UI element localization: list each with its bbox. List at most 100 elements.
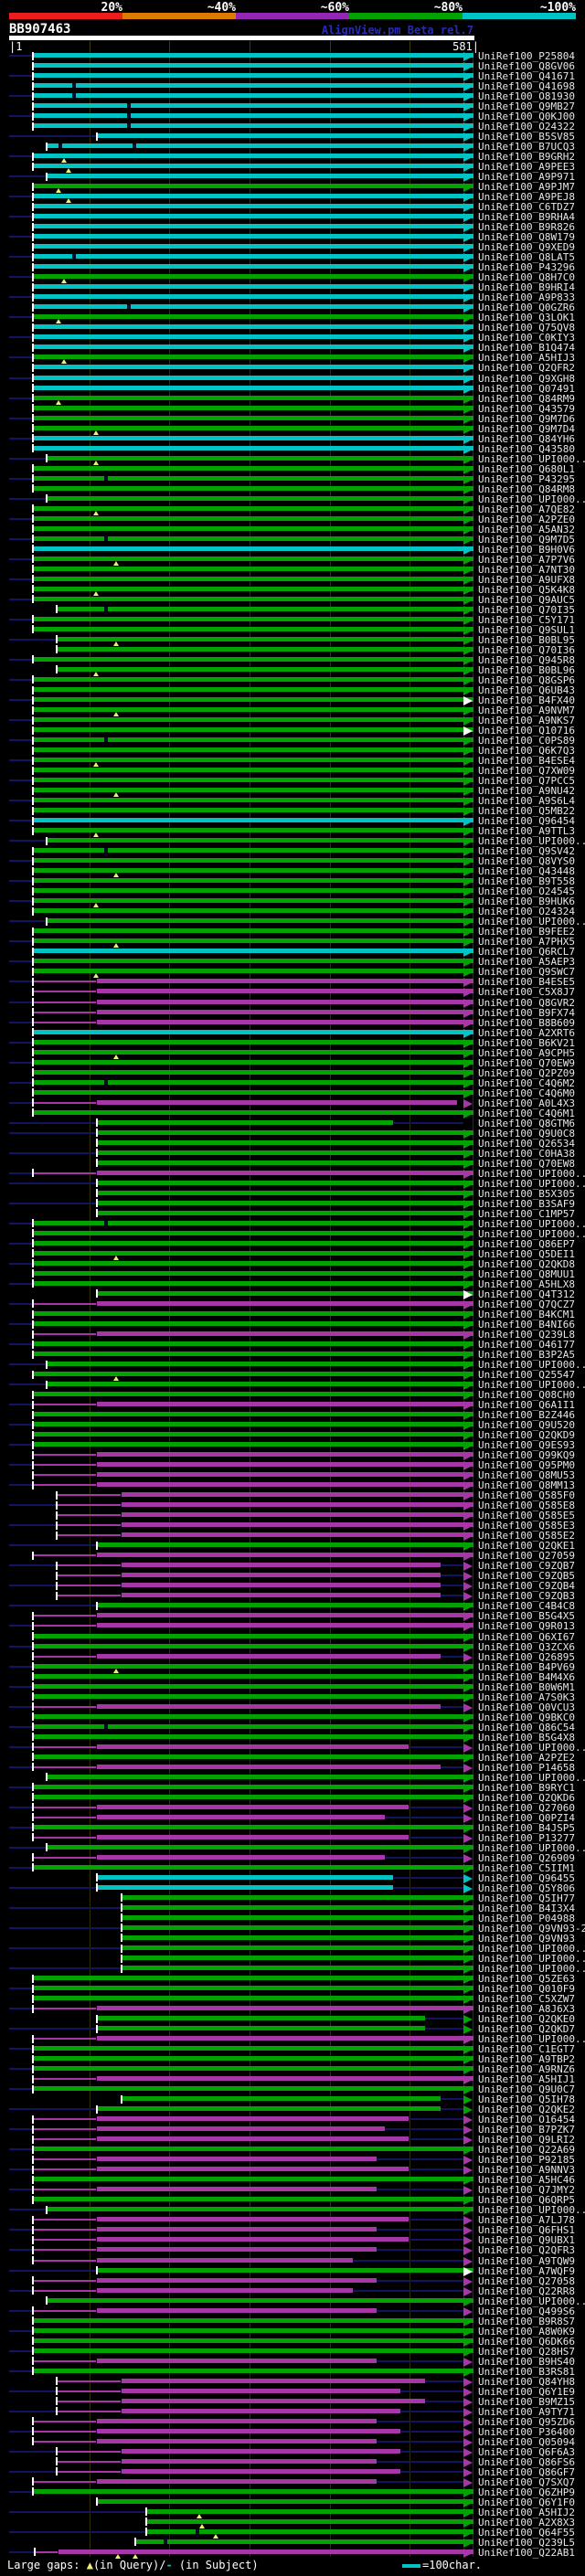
hit-label[interactable]: UniRef100_O16454 <box>478 2114 575 2126</box>
hit-label[interactable]: UniRef100_B5X305 <box>478 1187 575 1200</box>
alignment-bar[interactable] <box>97 2247 378 2253</box>
alignment-bar[interactable] <box>97 2167 410 2172</box>
alignment-bar[interactable] <box>33 676 474 682</box>
alignment-bar[interactable] <box>33 969 474 974</box>
alignment-bar[interactable] <box>47 2207 474 2212</box>
alignment-bar[interactable] <box>33 2327 474 2333</box>
alignment-bar[interactable] <box>33 2177 474 2182</box>
alignment-bar[interactable] <box>33 596 474 601</box>
hit-label[interactable]: UniRef100_C0PS89 <box>478 735 575 747</box>
alignment-bar[interactable] <box>47 1382 474 1387</box>
hit-label[interactable]: UniRef100_A9NKS7 <box>478 715 575 727</box>
alignment-thin-segment[interactable] <box>33 2219 97 2221</box>
alignment-bar[interactable] <box>33 1996 474 2001</box>
alignment-thin-segment[interactable] <box>33 1484 97 1487</box>
hit-label[interactable]: UniRef100_P43295 <box>478 472 575 485</box>
hit-label[interactable]: UniRef100_Q84RM9 <box>478 392 575 405</box>
hit-label[interactable]: UniRef100_Q9R013 <box>478 1620 575 1633</box>
alignment-bar[interactable] <box>33 2348 474 2353</box>
hit-label[interactable]: UniRef100_Q22RR8 <box>478 2284 575 2297</box>
hit-label[interactable]: UniRef100_Q8VYS0 <box>478 855 575 868</box>
alignment-bar[interactable] <box>97 2106 441 2112</box>
hit-label[interactable]: UniRef100_B9R8S7 <box>478 2315 575 2327</box>
hit-label[interactable]: UniRef100_C4B4C8 <box>478 1600 575 1613</box>
alignment-bar[interactable] <box>121 1492 474 1498</box>
alignment-bar[interactable] <box>33 2147 474 2152</box>
alignment-thin-segment[interactable] <box>33 1856 97 1859</box>
alignment-bar[interactable] <box>33 385 474 390</box>
alignment-bar[interactable] <box>97 1210 474 1215</box>
hit-label[interactable]: UniRef100_Q585E2 <box>478 1530 575 1542</box>
alignment-thin-segment[interactable] <box>33 1554 97 1557</box>
hit-label[interactable]: UniRef100_Q95PM0 <box>478 1459 575 1472</box>
hit-label[interactable]: UniRef100_Q499S6 <box>478 2305 575 2317</box>
alignment-bar[interactable] <box>97 1190 474 1195</box>
alignment-bar[interactable] <box>33 1683 474 1689</box>
hit-label[interactable]: UniRef100_Q8GVR2 <box>478 996 575 1009</box>
hit-label[interactable]: UniRef100_Q3LOK1 <box>478 312 575 324</box>
alignment-bar[interactable] <box>33 1352 474 1357</box>
alignment-bar[interactable] <box>47 455 474 461</box>
alignment-bar[interactable] <box>97 2418 378 2423</box>
hit-label[interactable]: UniRef100_Q95ZD6 <box>478 2415 575 2428</box>
alignment-thin-segment[interactable] <box>33 2189 97 2191</box>
alignment-bar[interactable] <box>121 1563 441 1568</box>
alignment-thin-segment[interactable] <box>33 2420 97 2422</box>
alignment-bar[interactable] <box>33 737 474 743</box>
alignment-bar[interactable] <box>33 425 474 430</box>
hit-label[interactable]: UniRef100_B4ESE5 <box>478 976 575 989</box>
alignment-thin-segment[interactable] <box>33 2008 97 2010</box>
hit-label[interactable]: UniRef100_UPI000.. <box>478 2204 585 2217</box>
alignment-bar[interactable] <box>33 858 474 864</box>
alignment-bar[interactable] <box>33 334 474 340</box>
alignment-bar[interactable] <box>33 2197 474 2202</box>
hit-label[interactable]: UniRef100_Q41671 <box>478 70 575 83</box>
hit-label[interactable]: UniRef100_B3P2A5 <box>478 1349 575 1362</box>
hit-label[interactable]: UniRef100_A7WQF9 <box>478 2264 575 2277</box>
alignment-thin-segment[interactable] <box>33 2239 97 2242</box>
alignment-bar[interactable] <box>97 1150 474 1155</box>
alignment-thin-segment[interactable] <box>33 2229 97 2231</box>
hit-label[interactable]: UniRef100_B4JSP5 <box>478 1821 575 1834</box>
alignment-bar[interactable] <box>33 928 474 934</box>
alignment-bar[interactable] <box>33 525 474 531</box>
alignment-thin-segment[interactable] <box>33 1101 97 1104</box>
alignment-bar[interactable] <box>33 868 474 874</box>
alignment-bar[interactable] <box>33 53 474 58</box>
alignment-thin-segment[interactable] <box>35 2550 58 2553</box>
hit-label[interactable]: UniRef100_Q70EW9 <box>478 1056 575 1069</box>
alignment-thin-segment[interactable] <box>33 2128 97 2131</box>
alignment-bar[interactable] <box>97 1482 474 1488</box>
alignment-bar[interactable] <box>58 2549 474 2554</box>
alignment-bar[interactable] <box>97 1814 385 1819</box>
alignment-thin-segment[interactable] <box>56 1514 121 1517</box>
alignment-thin-segment[interactable] <box>33 2440 97 2443</box>
hit-label[interactable]: UniRef100_A9PEJ8 <box>478 191 575 204</box>
hit-label[interactable]: UniRef100_B4I3X4 <box>478 1902 575 1914</box>
alignment-bar[interactable] <box>33 687 474 692</box>
hit-label[interactable]: UniRef100_A7LJ78 <box>478 2214 575 2227</box>
hit-label[interactable]: UniRef100_Q6K7Q3 <box>478 745 575 758</box>
hit-label[interactable]: UniRef100_Q6Y1E9 <box>478 2385 575 2398</box>
hit-label[interactable]: UniRef100_UPI000.. <box>478 1771 585 1784</box>
alignment-bar[interactable] <box>97 2438 378 2443</box>
alignment-thin-segment[interactable] <box>33 2480 97 2483</box>
hit-label[interactable]: UniRef100_B4PV69 <box>478 1660 575 1673</box>
hit-label[interactable]: UniRef100_Q9AUC5 <box>478 593 575 606</box>
alignment-bar[interactable] <box>33 1442 474 1447</box>
alignment-bar[interactable] <box>33 1049 474 1055</box>
hit-label[interactable]: UniRef100_Q585E8 <box>478 1500 575 1512</box>
hit-label[interactable]: UniRef100_Q8MUU1 <box>478 1267 575 1280</box>
alignment-bar[interactable] <box>97 2267 474 2273</box>
hit-label[interactable]: UniRef100_P13277 <box>478 1831 575 1844</box>
alignment-thin-segment[interactable] <box>56 2460 121 2463</box>
hit-label[interactable]: UniRef100_B3SAF9 <box>478 1197 575 1210</box>
hit-label[interactable]: UniRef100_Q585E5 <box>478 1510 575 1522</box>
hit-label[interactable]: UniRef100_Q84RM8 <box>478 482 575 495</box>
alignment-bar[interactable] <box>121 1573 441 1578</box>
alignment-bar[interactable] <box>33 254 474 260</box>
alignment-bar[interactable] <box>33 535 474 541</box>
hit-label[interactable]: UniRef100_Q6QRP5 <box>478 2194 575 2207</box>
alignment-bar[interactable] <box>121 2398 425 2403</box>
hit-label[interactable]: UniRef100_P92185 <box>478 2154 575 2167</box>
